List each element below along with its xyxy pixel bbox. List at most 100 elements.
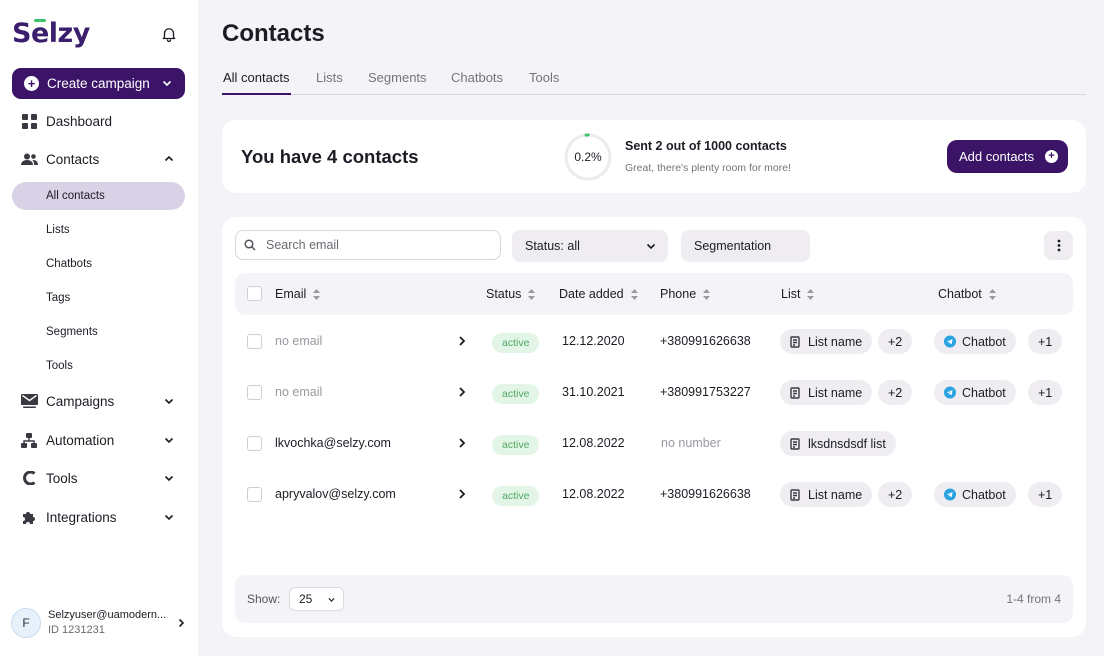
nav-campaigns[interactable]: Campaigns	[12, 388, 185, 414]
create-campaign-button[interactable]: + Create campaign	[12, 68, 185, 99]
plus-icon: +	[24, 76, 39, 91]
column-chatbot[interactable]: Chatbot	[938, 287, 996, 301]
sent-subtitle: Great, there's plenty room for more!	[625, 162, 791, 174]
column-email[interactable]: Email	[275, 287, 321, 301]
select-all-checkbox[interactable]	[247, 286, 262, 301]
nav-campaigns-label: Campaigns	[46, 393, 115, 409]
status-badge: active	[492, 435, 540, 455]
chatbot-more-chip[interactable]: +1	[1028, 380, 1063, 405]
chevron-down-icon	[646, 243, 656, 250]
tab-segments[interactable]: Segments	[368, 70, 427, 85]
chevron-right-icon[interactable]	[456, 335, 468, 347]
list-icon	[790, 335, 802, 348]
status-badge: active	[492, 486, 540, 506]
tab-chatbots[interactable]: Chatbots	[451, 70, 504, 85]
sub-tools[interactable]: Tools	[46, 360, 73, 372]
pagination-info: 1-4 from 4	[1006, 592, 1061, 606]
mail-icon	[20, 392, 38, 410]
row-date: 12.08.2022	[562, 436, 625, 450]
chatbot-chip[interactable]: Chatbot	[934, 329, 1016, 354]
list-chip[interactable]: List name	[780, 482, 873, 507]
list-chip-label: lksdnsdsdf list	[808, 436, 886, 451]
sub-lists[interactable]: Lists	[46, 224, 70, 236]
column-date-added[interactable]: Date added	[559, 287, 638, 301]
chatbot-chip[interactable]: Chatbot	[934, 482, 1016, 507]
row-phone: +380991753227	[660, 385, 751, 399]
chevron-right-icon[interactable]	[456, 437, 468, 449]
column-list[interactable]: List	[781, 287, 815, 301]
segmentation-button[interactable]: Segmentation	[681, 230, 810, 262]
list-chip[interactable]: lksdnsdsdf list	[780, 431, 896, 456]
table-header: Email Status Date added Phone List Chatb…	[235, 273, 1073, 315]
column-status-label: Status	[486, 287, 522, 301]
list-chip-label: List name	[808, 385, 863, 400]
chatbot-more-chip[interactable]: +1	[1028, 329, 1063, 354]
list-more-chip[interactable]: +2	[878, 329, 913, 354]
logo[interactable]: Selzy	[12, 18, 90, 49]
user-profile[interactable]: F Selzyuser@uamodern... ID 1231231	[11, 607, 191, 639]
row-date: 31.10.2021	[562, 385, 625, 399]
nav-integrations[interactable]: Integrations	[12, 504, 185, 530]
status-filter-label: Status: all	[525, 239, 580, 253]
add-contacts-button[interactable]: Add contacts +	[947, 140, 1068, 173]
chevron-down-icon	[162, 80, 172, 87]
tab-all-contacts[interactable]: All contacts	[223, 70, 290, 85]
search-input[interactable]	[266, 238, 486, 252]
column-phone[interactable]: Phone	[660, 287, 711, 301]
user-id: ID 1231231	[48, 624, 105, 636]
chatbot-more-chip[interactable]: +1	[1028, 482, 1063, 507]
status-badge: active	[492, 384, 540, 404]
list-more-chip[interactable]: +2	[878, 482, 913, 507]
nav-dashboard[interactable]: Dashboard	[12, 108, 185, 134]
table-row[interactable]: apryvalov@selzy.com active 12.08.2022 +3…	[235, 470, 1073, 520]
list-chip[interactable]: List name	[780, 380, 873, 405]
contacts-count-title: You have 4 contacts	[241, 146, 419, 167]
tab-tools[interactable]: Tools	[529, 70, 560, 85]
page-title: Contacts	[222, 20, 325, 47]
nav-dashboard-label: Dashboard	[46, 113, 113, 129]
tab-lists[interactable]: Lists	[316, 70, 343, 85]
nav-tools[interactable]: Tools	[12, 465, 185, 491]
row-checkbox[interactable]	[247, 436, 262, 451]
chevron-down-icon	[328, 597, 335, 602]
list-more-chip[interactable]: +2	[878, 380, 913, 405]
column-status[interactable]: Status	[486, 287, 536, 301]
nav-automation-label: Automation	[46, 432, 115, 448]
column-phone-label: Phone	[660, 287, 697, 301]
sub-chatbots[interactable]: Chatbots	[46, 258, 93, 270]
list-chip[interactable]: List name	[780, 329, 873, 354]
avatar: F	[11, 608, 41, 638]
sub-all-contacts[interactable]: All contacts	[12, 182, 185, 210]
chevron-right-icon[interactable]	[456, 386, 468, 398]
more-options-button[interactable]	[1044, 231, 1073, 260]
row-checkbox[interactable]	[247, 334, 262, 349]
users-icon	[20, 150, 38, 168]
row-checkbox[interactable]	[247, 385, 262, 400]
nav-automation[interactable]: Automation	[12, 427, 185, 453]
tools-icon	[20, 469, 38, 487]
table-row[interactable]: lkvochka@selzy.com active 12.08.2022 no …	[235, 419, 1073, 469]
contacts-summary-card: You have 4 contacts 0.2% Sent 2 out of 1…	[222, 120, 1086, 193]
nav-contacts[interactable]: Contacts	[12, 146, 185, 172]
sort-icon	[313, 288, 321, 300]
list-icon	[790, 386, 802, 399]
sent-title: Sent 2 out of 1000 contacts	[625, 139, 787, 153]
sub-tags[interactable]: Tags	[46, 292, 71, 304]
row-checkbox[interactable]	[247, 487, 262, 502]
chatbot-chip[interactable]: Chatbot	[934, 380, 1016, 405]
bell-icon[interactable]	[160, 25, 178, 43]
table-row[interactable]: no email active 12.12.2020 +380991626638…	[235, 317, 1073, 367]
page-size-select[interactable]: 25	[289, 587, 344, 611]
page-size-value: 25	[299, 592, 313, 606]
status-filter-dropdown[interactable]: Status: all	[512, 230, 668, 262]
sub-segments[interactable]: Segments	[46, 326, 98, 338]
dashboard-icon	[20, 112, 38, 130]
row-email: no email	[275, 385, 323, 399]
search-box	[235, 230, 501, 260]
row-date: 12.08.2022	[562, 487, 625, 501]
table-row[interactable]: no email active 31.10.2021 +380991753227…	[235, 368, 1073, 418]
user-info: Selzyuser@uamodern... ID 1231231	[48, 608, 166, 638]
chevron-right-icon[interactable]	[456, 488, 468, 500]
row-phone: +380991626638	[660, 334, 751, 348]
chevron-down-icon	[164, 437, 174, 444]
